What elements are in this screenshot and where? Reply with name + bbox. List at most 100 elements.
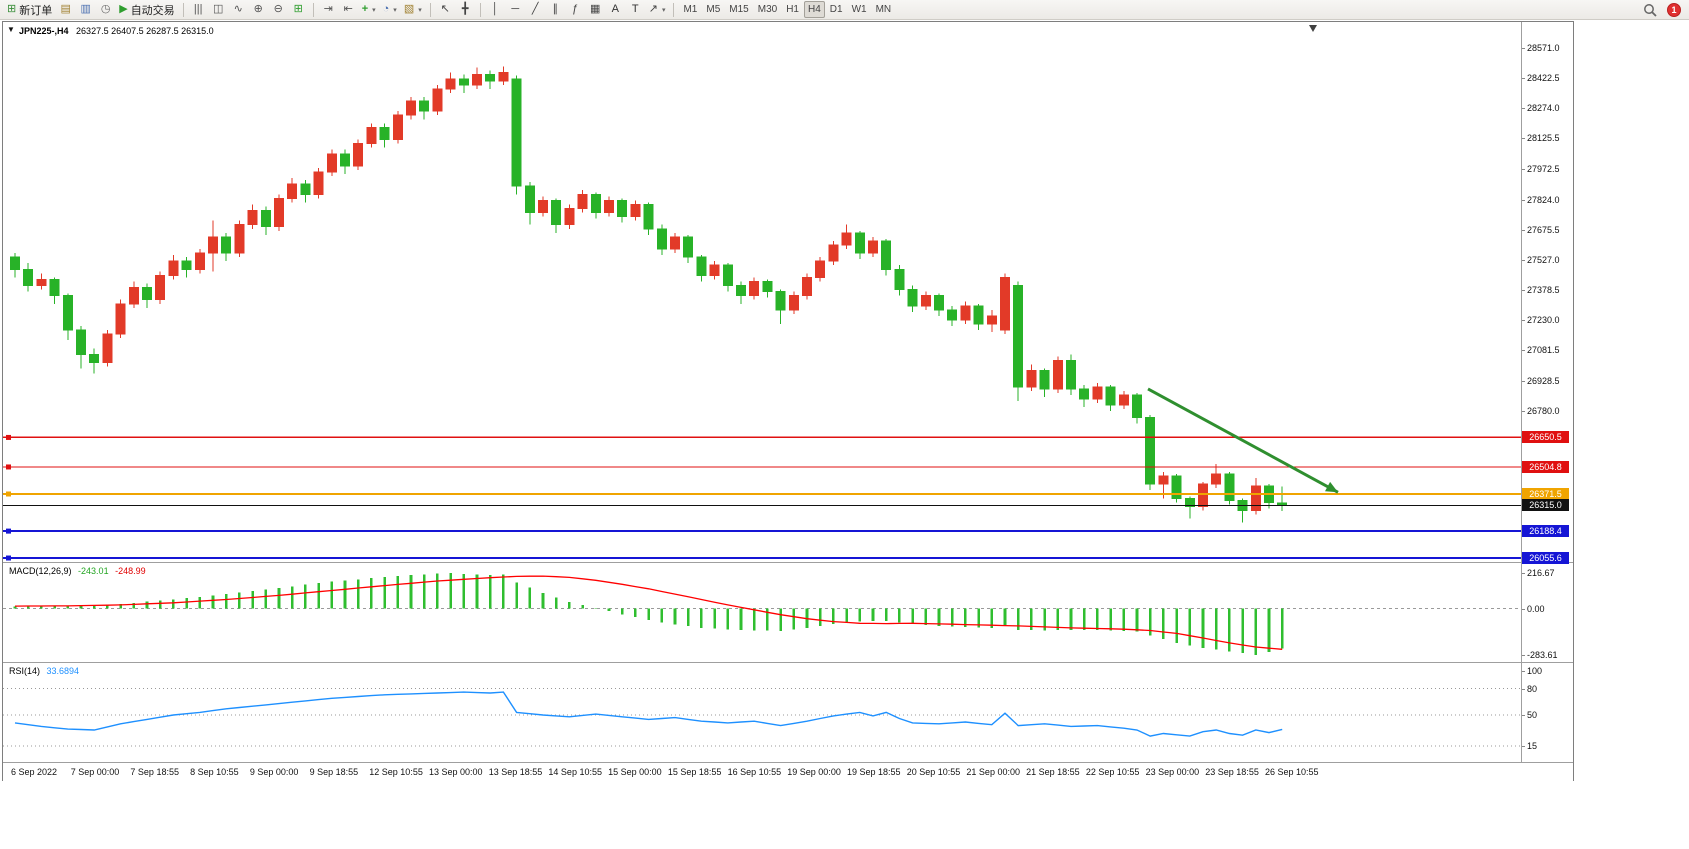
- candle: [128, 287, 139, 305]
- toolbar-separator: [429, 2, 431, 17]
- macd-axis[interactable]: 216.67 0.00 -283.61: [1521, 563, 1573, 662]
- vertical-line-icon[interactable]: │: [486, 1, 505, 18]
- zoom-out-icon[interactable]: ⊖: [269, 1, 288, 18]
- macd-signal-line: [14, 575, 1283, 650]
- line-handle[interactable]: [6, 464, 11, 470]
- horizontal-line-icon[interactable]: ─: [506, 1, 525, 18]
- bar-chart-mode-icon[interactable]: |||: [189, 1, 208, 18]
- toolbar-separator: [673, 2, 675, 17]
- candle: [458, 78, 469, 86]
- trendline-icon[interactable]: ╱: [526, 1, 545, 18]
- time-tick: 19 Sep 18:55: [847, 767, 901, 777]
- timeframe-w1[interactable]: W1: [848, 1, 871, 18]
- candle: [194, 252, 205, 270]
- zoom-in-icon[interactable]: ⊕: [249, 1, 268, 18]
- chart-shift-marker-icon[interactable]: [1309, 25, 1317, 32]
- candle: [36, 278, 47, 287]
- fibonacci-icon[interactable]: ƒ: [566, 1, 585, 18]
- timeframe-m15[interactable]: M15: [725, 1, 752, 18]
- timeframe-m30-label: M30: [757, 4, 778, 15]
- timeframe-h4[interactable]: H4: [803, 1, 825, 18]
- price-axis[interactable]: 26650.5 26504.8 26371.5 26315.0 26188.4 26055…: [1521, 22, 1573, 565]
- grid-objects-icon[interactable]: ▦: [586, 1, 605, 18]
- trend-arrow[interactable]: [1147, 387, 1339, 494]
- macd-main-value: -243.01: [78, 566, 109, 576]
- candle: [841, 232, 852, 246]
- line-handle[interactable]: [6, 528, 11, 534]
- timeframe-h1[interactable]: H1: [782, 1, 803, 18]
- rsi-axis[interactable]: 100 80 50 15: [1521, 663, 1573, 762]
- candlestick-mode-icon[interactable]: ◫: [209, 1, 228, 18]
- candle: [1066, 360, 1076, 390]
- arrows-tool-dropdown[interactable]: ↗ ▾: [646, 1, 669, 18]
- history-center-icon[interactable]: ◷: [96, 1, 115, 18]
- rsi-panel: RSI(14) 33.6894 100 80 50 15: [3, 662, 1573, 762]
- search-icon[interactable]: [1643, 3, 1657, 17]
- time-tick: 7 Sep 18:55: [130, 767, 179, 777]
- time-tick: 20 Sep 10:55: [906, 767, 961, 777]
- bar-chart-mode-icon-glyph: |||: [193, 3, 203, 15]
- timeframe-m1[interactable]: M1: [679, 1, 701, 18]
- new-order-button[interactable]: ⊞ 新订单: [4, 1, 55, 18]
- time-tick: 13 Sep 18:55: [488, 767, 543, 777]
- candle: [340, 153, 350, 167]
- arrows-tool-dropdown-glyph: ↗: [648, 3, 658, 15]
- notification-badge[interactable]: 1: [1667, 2, 1681, 17]
- candle: [709, 264, 720, 276]
- time-tick: 14 Sep 10:55: [548, 767, 602, 777]
- candle: [564, 207, 575, 226]
- timeframe-w1-label: W1: [851, 4, 867, 15]
- timeframe-mn[interactable]: MN: [872, 1, 896, 18]
- tile-windows-icon[interactable]: ⊞: [289, 1, 308, 18]
- candle: [1118, 394, 1129, 406]
- line-handle[interactable]: [6, 491, 11, 497]
- auto-trading-button-label: 自动交易: [130, 4, 175, 17]
- cursor-icon[interactable]: ↖: [436, 1, 455, 18]
- crosshair-icon[interactable]: ╋: [456, 1, 475, 18]
- toolbar-separator: [479, 2, 481, 17]
- macd-canvas[interactable]: [3, 563, 1521, 662]
- auto-trading-button[interactable]: ▶ 自动交易: [116, 1, 177, 18]
- line-handle[interactable]: [6, 555, 11, 561]
- text-label-icon[interactable]: T: [626, 1, 645, 18]
- timeframe-m30[interactable]: M30: [754, 1, 781, 18]
- timeframe-m5[interactable]: M5: [702, 1, 724, 18]
- candle: [313, 171, 324, 195]
- timeframe-d1[interactable]: D1: [826, 1, 847, 18]
- dropdown-caret-icon: ▾: [661, 6, 666, 14]
- price-tag-26650.5: 26650.5: [1522, 431, 1569, 444]
- auto-scroll-icon[interactable]: ⇥: [319, 1, 338, 18]
- one-click-trading-arrow[interactable]: ▼: [7, 25, 15, 34]
- time-axis[interactable]: 6 Sep 2022 7 Sep 00:00 7 Sep 18:55 8 Sep 10…: [3, 762, 1573, 781]
- candle: [511, 78, 522, 187]
- candle: [683, 236, 694, 258]
- chart-window-icon[interactable]: ▤: [56, 1, 75, 18]
- channel-icon[interactable]: ∥: [546, 1, 565, 18]
- candle: [287, 183, 298, 199]
- price-tag-26371.5: 26371.5: [1522, 487, 1569, 500]
- toolbar-separator: [312, 2, 314, 17]
- candle: [432, 88, 443, 112]
- time-tick: 15 Sep 00:00: [608, 767, 662, 777]
- macd-scale-tick: 0.00: [1522, 603, 1545, 614]
- price-tag-26055.6: 26055.6: [1522, 552, 1569, 565]
- price-tag-26188.4: 26188.4: [1522, 525, 1569, 538]
- text-icon[interactable]: A: [606, 1, 625, 18]
- chart-shift-icon[interactable]: ⇤: [339, 1, 358, 18]
- periods-dropdown[interactable]: ◔ ▾: [380, 1, 400, 18]
- price-tick: 28125.5: [1522, 133, 1560, 144]
- indicators-dropdown[interactable]: + ▾: [359, 1, 379, 18]
- time-tick: 21 Sep 00:00: [966, 767, 1020, 777]
- line-chart-mode-icon[interactable]: ∿: [229, 1, 248, 18]
- candle: [1000, 276, 1010, 331]
- candle: [1132, 394, 1142, 418]
- templates-dropdown[interactable]: ▧ ▾: [401, 1, 425, 18]
- rsi-canvas[interactable]: [3, 663, 1521, 762]
- market-watch-icon[interactable]: ▥: [76, 1, 95, 18]
- ohlc-values: 26327.5 26407.5 26287.5 26315.0: [76, 26, 214, 36]
- line-handle[interactable]: [6, 434, 11, 440]
- main-chart-canvas[interactable]: [3, 22, 1521, 562]
- candle: [1026, 370, 1037, 388]
- candle: [1039, 370, 1050, 390]
